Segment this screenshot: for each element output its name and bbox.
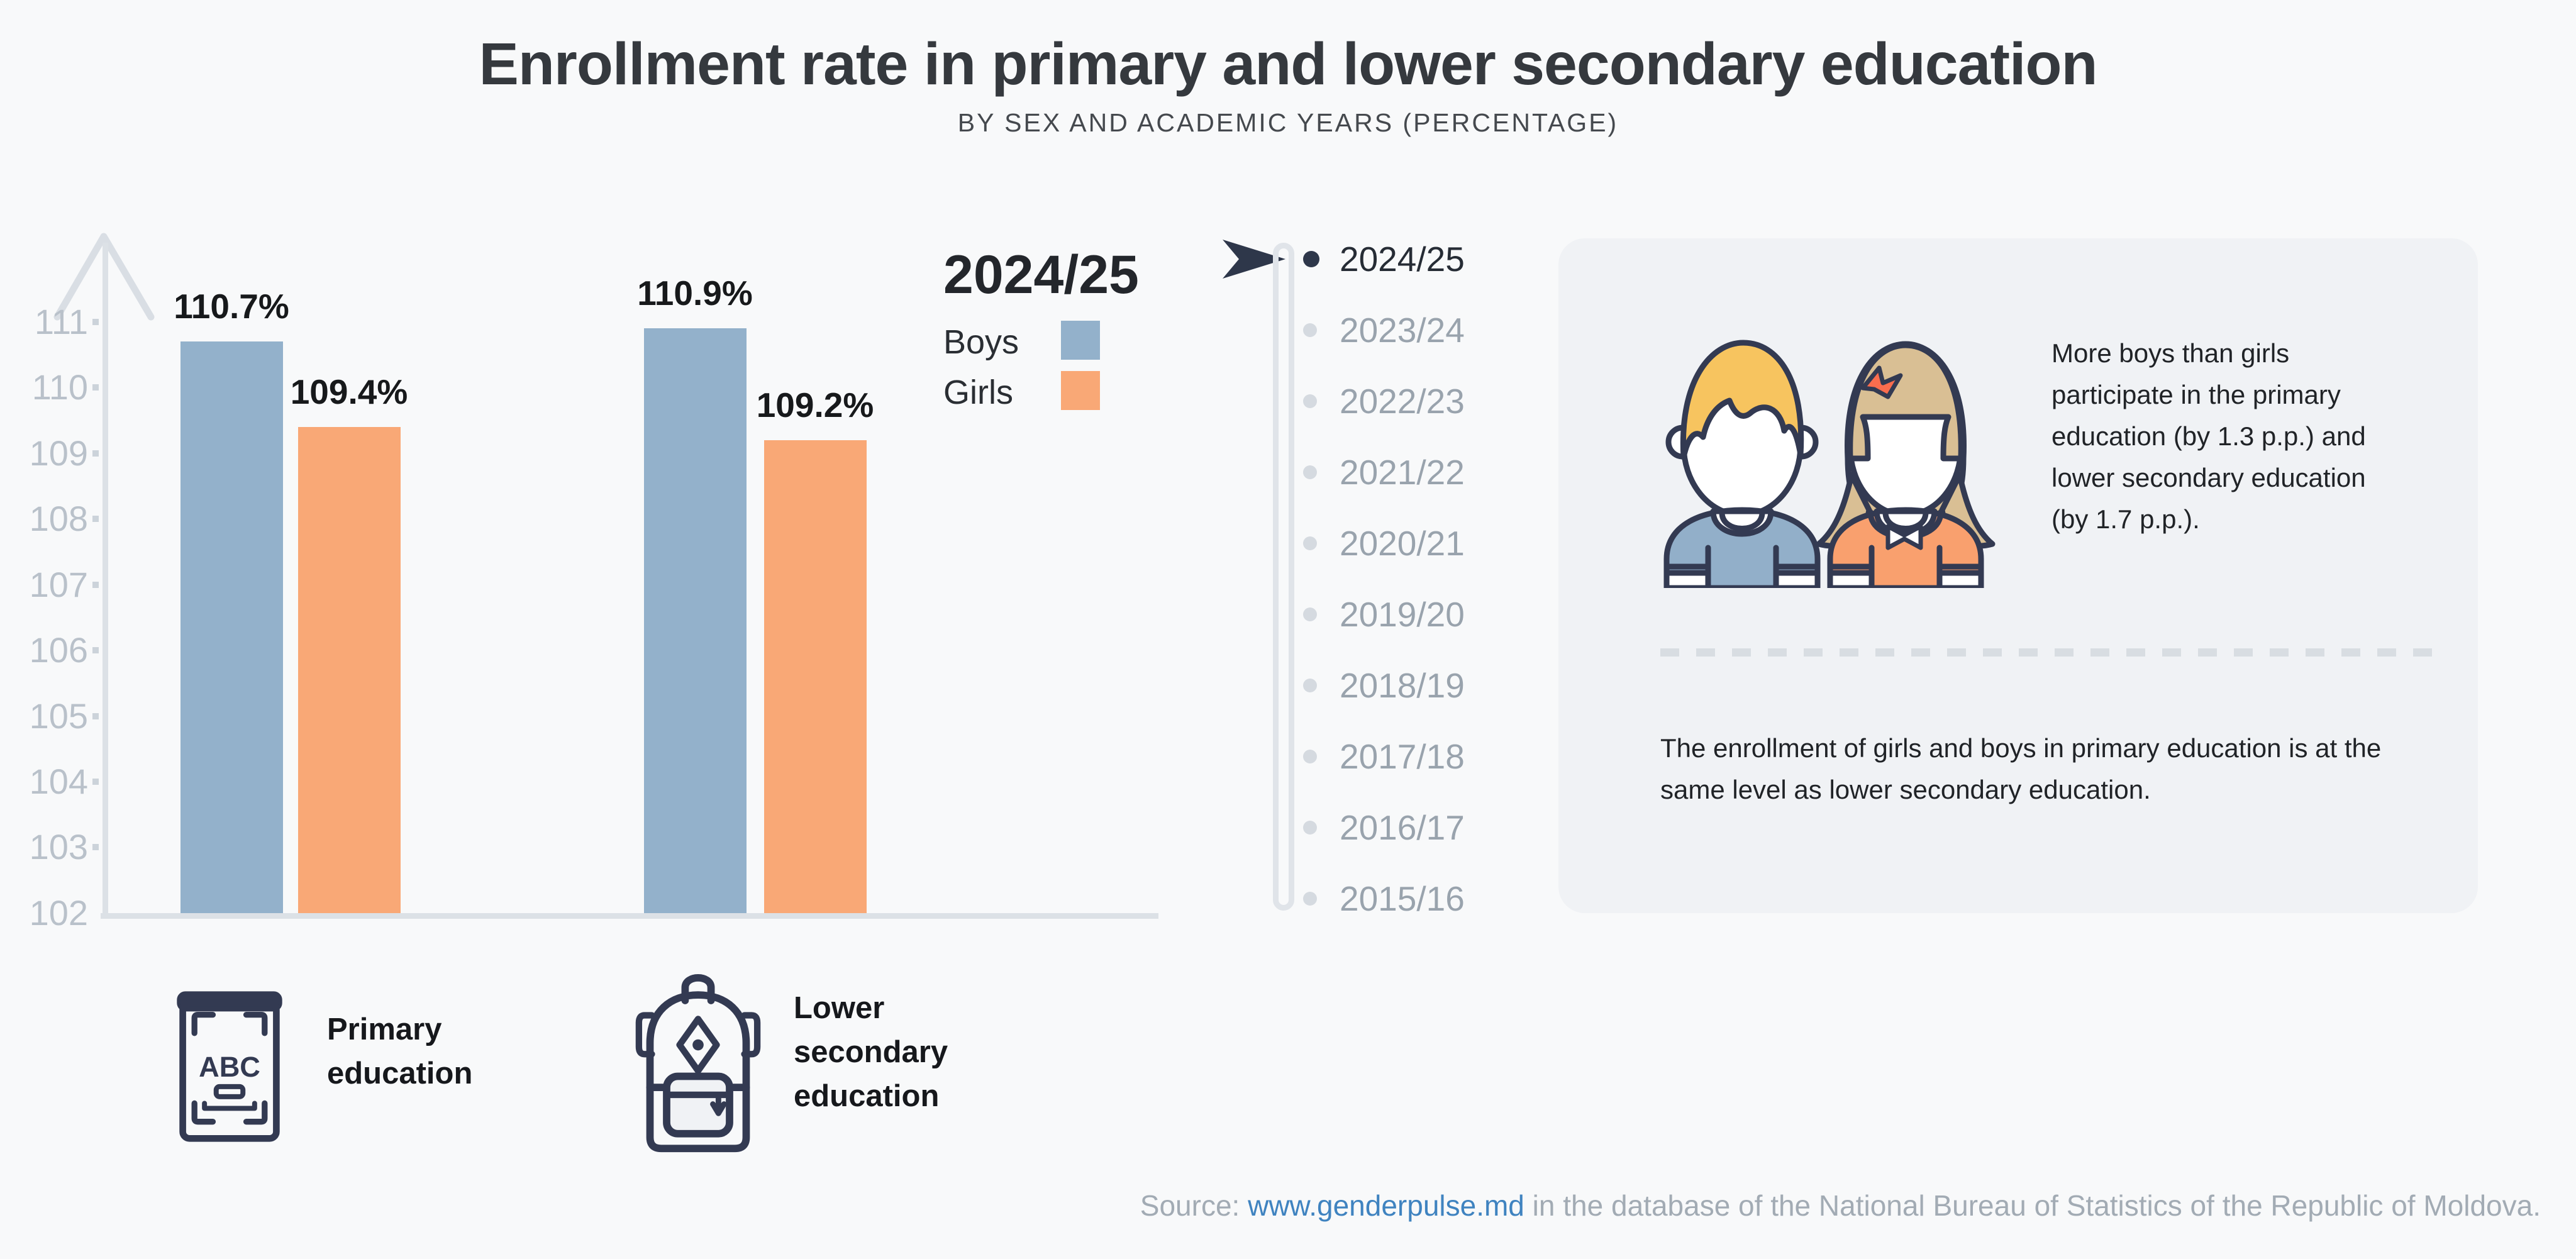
source-line: Source: www.genderpulse.md in the databa… bbox=[1140, 1189, 2541, 1223]
y-tick-label: 110 bbox=[31, 367, 88, 407]
legend-swatch-boys[interactable] bbox=[1061, 321, 1100, 360]
timeline-year-2022-23[interactable]: 2022/23 bbox=[1303, 380, 1465, 423]
y-tick-label: 107 bbox=[29, 565, 88, 604]
timeline-cursor-arrow-icon[interactable] bbox=[1223, 240, 1287, 279]
page-subtitle: BY SEX AND ACADEMIC YEARS (PERCENTAGE) bbox=[957, 108, 1619, 137]
legend-swatch-girls[interactable] bbox=[1061, 371, 1100, 410]
timeline-year-2019-20[interactable]: 2019/20 bbox=[1303, 593, 1465, 636]
value-label-girls-primary: 109.4% bbox=[290, 372, 408, 412]
legend-label-girls[interactable]: Girls bbox=[943, 374, 1013, 411]
y-tick-mark bbox=[92, 779, 99, 785]
y-tick-mark bbox=[92, 713, 99, 719]
y-tick-label: 102 bbox=[29, 893, 88, 933]
y-tick-mark bbox=[92, 384, 99, 391]
value-label-boys-lower-secondary: 110.9% bbox=[637, 274, 753, 313]
y-tick-label: 104 bbox=[29, 762, 88, 801]
timeline-year-2018-19[interactable]: 2018/19 bbox=[1303, 664, 1465, 707]
timeline-dot bbox=[1303, 750, 1317, 763]
insight-panel: More boys than girls participate in the … bbox=[1558, 238, 2478, 913]
y-axis-line bbox=[103, 243, 108, 916]
bar-boys-lower-secondary[interactable] bbox=[644, 328, 747, 913]
y-tick-label: 103 bbox=[29, 827, 88, 867]
y-tick-mark bbox=[92, 516, 99, 522]
timeline-dot bbox=[1303, 536, 1317, 550]
book-icon: ABC bbox=[177, 991, 282, 1142]
insight-text-comparison: More boys than girls participate in the … bbox=[2051, 338, 2366, 534]
source-prefix: Source: bbox=[1140, 1189, 1248, 1222]
y-tick-label: 105 bbox=[29, 696, 88, 736]
y-tick-mark bbox=[92, 582, 99, 588]
y-tick-label: 106 bbox=[29, 630, 88, 670]
timeline-year-2017-18[interactable]: 2017/18 bbox=[1303, 735, 1465, 778]
timeline-dot bbox=[1303, 394, 1317, 408]
timeline-dot bbox=[1303, 892, 1317, 906]
x-axis-line bbox=[101, 913, 1158, 919]
bar-girls-lower-secondary[interactable] bbox=[764, 440, 867, 913]
y-tick-mark bbox=[92, 844, 99, 850]
backpack-icon bbox=[635, 974, 761, 1153]
timeline-year-2021-22[interactable]: 2021/22 bbox=[1303, 451, 1465, 494]
source-link[interactable]: www.genderpulse.md bbox=[1248, 1189, 1524, 1222]
timeline-year-2015-16[interactable]: 2015/16 bbox=[1303, 877, 1465, 920]
bar-plot-area: 110.7% 109.4% 110.9% 109.2% bbox=[0, 274, 2576, 913]
bar-girls-primary[interactable] bbox=[298, 427, 401, 913]
page-title: Enrollment rate in primary and lower sec… bbox=[479, 31, 2097, 97]
y-tick-mark bbox=[92, 319, 99, 325]
insight-text-levels: The enrollment of girls and boys in prim… bbox=[1660, 733, 2382, 804]
boy-girl-illustration bbox=[1663, 340, 1996, 588]
timeline-dot bbox=[1303, 465, 1317, 479]
svg-text:ABC: ABC bbox=[199, 1051, 260, 1083]
timeline-year-2016-17[interactable]: 2016/17 bbox=[1303, 806, 1465, 849]
value-label-boys-primary: 110.7% bbox=[174, 287, 289, 326]
y-tick-mark bbox=[92, 450, 99, 457]
timeline-dot bbox=[1303, 679, 1317, 692]
timeline-year-2024-25[interactable]: 2024/25 bbox=[1303, 238, 1465, 280]
timeline-dot bbox=[1303, 821, 1317, 835]
dashed-divider bbox=[1660, 648, 2435, 657]
timeline-dot bbox=[1303, 323, 1317, 337]
legend-label-boys[interactable]: Boys bbox=[943, 323, 1019, 361]
category-label-lower-secondary: Lower secondary education bbox=[794, 991, 948, 1113]
y-tick-label: 109 bbox=[29, 433, 88, 473]
y-tick-label: 111 bbox=[34, 302, 88, 341]
timeline-dot bbox=[1303, 607, 1317, 621]
legend-year-title: 2024/25 bbox=[943, 245, 1139, 305]
y-axis-arrow-icon bbox=[53, 233, 155, 321]
y-tick-mark bbox=[92, 647, 99, 653]
bar-boys-primary[interactable] bbox=[180, 341, 283, 913]
timeline-dot bbox=[1303, 251, 1319, 267]
timeline-year-2020-21[interactable]: 2020/21 bbox=[1303, 522, 1465, 565]
category-label-primary: Primary education bbox=[327, 1012, 473, 1090]
source-suffix: in the database of the National Bureau o… bbox=[1524, 1189, 2541, 1222]
timeline-year-2023-24[interactable]: 2023/24 bbox=[1303, 309, 1465, 352]
y-tick-label: 108 bbox=[29, 499, 88, 538]
value-label-girls-lower-secondary: 109.2% bbox=[756, 385, 874, 424]
timeline-track[interactable] bbox=[1273, 243, 1294, 911]
